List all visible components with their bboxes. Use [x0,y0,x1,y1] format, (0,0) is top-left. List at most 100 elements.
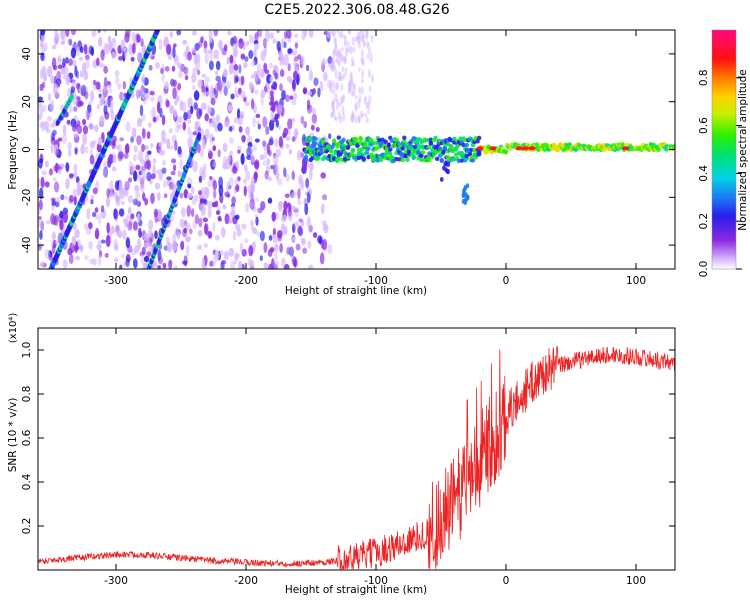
heatmap-cell [357,115,361,124]
heatmap-cell [273,154,279,166]
heatmap-cell [88,258,94,264]
heatmap-cell [277,124,282,131]
heatmap-cell [67,141,72,151]
heatmap-cell [135,189,141,201]
heatmap-cell [251,144,257,152]
heatmap-cell [365,116,369,124]
heatmap-cell [210,160,214,166]
heatmap-cell [276,40,281,52]
heatmap-cell [120,39,126,52]
heatmap-cell [198,40,203,48]
heatmap-cell [308,264,314,269]
heatmap-cell [228,176,234,188]
heatmap-cell [72,188,78,198]
heatmap-cell [340,47,344,52]
heatmap-cell [38,199,43,211]
heatmap-cell [172,164,177,172]
heatmap-cell [300,56,305,67]
heatmap-cell [345,145,351,150]
heatmap-cell [239,242,244,252]
heatmap-cell [91,30,97,37]
heatmap-cell [133,154,137,162]
heatmap-cell [312,87,316,95]
heatmap-cell [152,117,157,123]
heatmap-cell [225,80,232,90]
heatmap-cell [52,215,58,226]
heatmap-cell [90,89,95,102]
heatmap-cell [136,34,141,43]
heatmap-cell [347,86,351,95]
heatmap-cell [193,102,198,110]
heatmap-cell [352,83,356,88]
snr-panel: -300 -200 -100 0 100 0.2 0.4 0.6 0.8 1.0 Height … [7,313,676,596]
heatmap-cell [156,101,161,114]
heatmap-cell [291,136,296,143]
heatmap-cell [313,136,318,141]
heatmap-cell [84,91,89,100]
heatmap-cell [49,168,53,176]
heatmap-cell [268,149,272,157]
heatmap-cell [291,98,297,106]
heatmap-cell [223,68,228,77]
heatmap-cell [97,137,103,146]
heatmap-cell [332,49,336,60]
heatmap-cell [76,181,81,192]
heatmap-cell [205,188,210,199]
heatmap-cell [237,149,241,154]
heatmap-cell [313,141,318,146]
heatmap-cell [156,209,163,221]
heatmap-cell [284,263,290,269]
heatmap-cell [300,238,305,243]
heatmap-cell [157,256,164,265]
heatmap-cell [172,46,176,59]
heatmap-cell [62,259,68,269]
heatmap-cell [132,198,138,206]
heatmap-cell [154,182,161,190]
heatmap-cell [240,53,246,60]
heatmap-cell [268,176,272,182]
heatmap-cell [137,117,143,124]
heatmap-cell [170,214,174,221]
heatmap-cell [309,162,314,171]
heatmap-cell [285,94,290,103]
heatmap-cell [207,148,212,154]
heatmap-cell [223,44,228,52]
heatmap-cell [138,227,142,234]
heatmap-cell [263,85,268,93]
heatmap-cell [656,147,661,153]
heatmap-cell [186,222,192,231]
heatmap-cell [200,187,206,198]
heatmap-cell [160,67,164,75]
heatmap-cell [122,229,127,241]
heatmap-cell [204,129,210,140]
heatmap-cell [353,136,359,142]
heatmap-cell [41,170,47,176]
heatmap-cell [262,116,268,128]
heatmap-cell [241,135,246,143]
heatmap-cell [177,169,181,178]
heatmap-cell [331,88,335,95]
heatmap-cell [105,235,111,247]
heatmap-cell [328,133,332,140]
heatmap-cell [343,40,347,47]
heatmap-cell [165,99,170,108]
heatmap-cell [292,236,296,242]
heatmap-cell [366,109,370,114]
heatmap-cell [56,78,62,85]
heatmap-cell [232,35,238,44]
heatmap-cell [271,211,277,222]
heatmap-cell [360,146,365,152]
heatmap-cell [114,224,120,234]
heatmap-cell [246,154,252,161]
heatmap-cell [165,43,172,55]
heatmap-cell [250,74,256,79]
heatmap-cell [311,107,317,115]
heatmap-cell [528,146,536,151]
heatmap-cell [42,104,47,113]
heatmap-cell [293,92,298,100]
heatmap-cell [92,187,98,195]
heatmap-cell [83,70,89,81]
heatmap-cell [89,154,95,165]
heatmap-cell [366,146,371,151]
heatmap-cell [152,157,157,165]
